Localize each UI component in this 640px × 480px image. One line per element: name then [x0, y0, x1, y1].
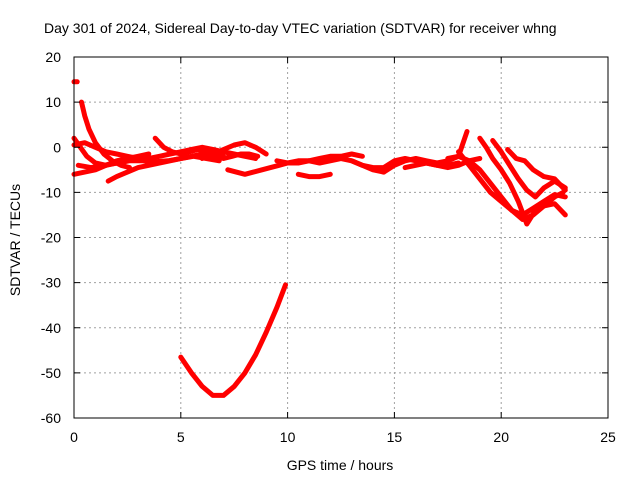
series-arc-12 — [274, 151, 365, 166]
y-tick-label: -40 — [41, 320, 61, 336]
x-axis-label: GPS time / hours — [287, 457, 394, 473]
series-arc-22 — [178, 282, 288, 398]
chart-title: Day 301 of 2024, Sidereal Day-to-day VTE… — [44, 20, 557, 36]
x-tick-label: 20 — [493, 429, 509, 445]
y-tick-label: -50 — [41, 365, 61, 381]
y-tick-label: -20 — [41, 230, 61, 246]
series-arc-19 — [477, 135, 568, 227]
y-tick-label: 0 — [53, 139, 61, 155]
series-arc-21 — [505, 147, 568, 193]
axis-ticks: 0 5 10 15 20 25 20 10 0 -10 -20 -30 -40 -50 -60 — [41, 49, 616, 445]
series-arc-10 — [199, 140, 269, 161]
x-tick-label: 0 — [70, 429, 78, 445]
y-tick-label: -30 — [41, 275, 61, 291]
x-tick-label: 5 — [177, 429, 185, 445]
y-tick-label: 20 — [45, 49, 61, 65]
y-axis-label: SDTVAR / TECUs — [7, 184, 23, 296]
y-tick-label: -60 — [41, 410, 61, 426]
series-arc-13 — [295, 171, 333, 180]
series-arc-7 — [105, 151, 226, 184]
y-tick-label: -10 — [41, 184, 61, 200]
series-arc-20 — [490, 138, 568, 200]
grid — [74, 57, 608, 418]
y-tick-label: 10 — [45, 94, 61, 110]
x-tick-label: 10 — [280, 429, 296, 445]
series-arc-18 — [456, 149, 568, 218]
x-tick-label: 15 — [387, 429, 403, 445]
x-tick-label: 25 — [600, 429, 616, 445]
series-arc-5 — [71, 140, 184, 161]
data-series — [71, 79, 568, 398]
